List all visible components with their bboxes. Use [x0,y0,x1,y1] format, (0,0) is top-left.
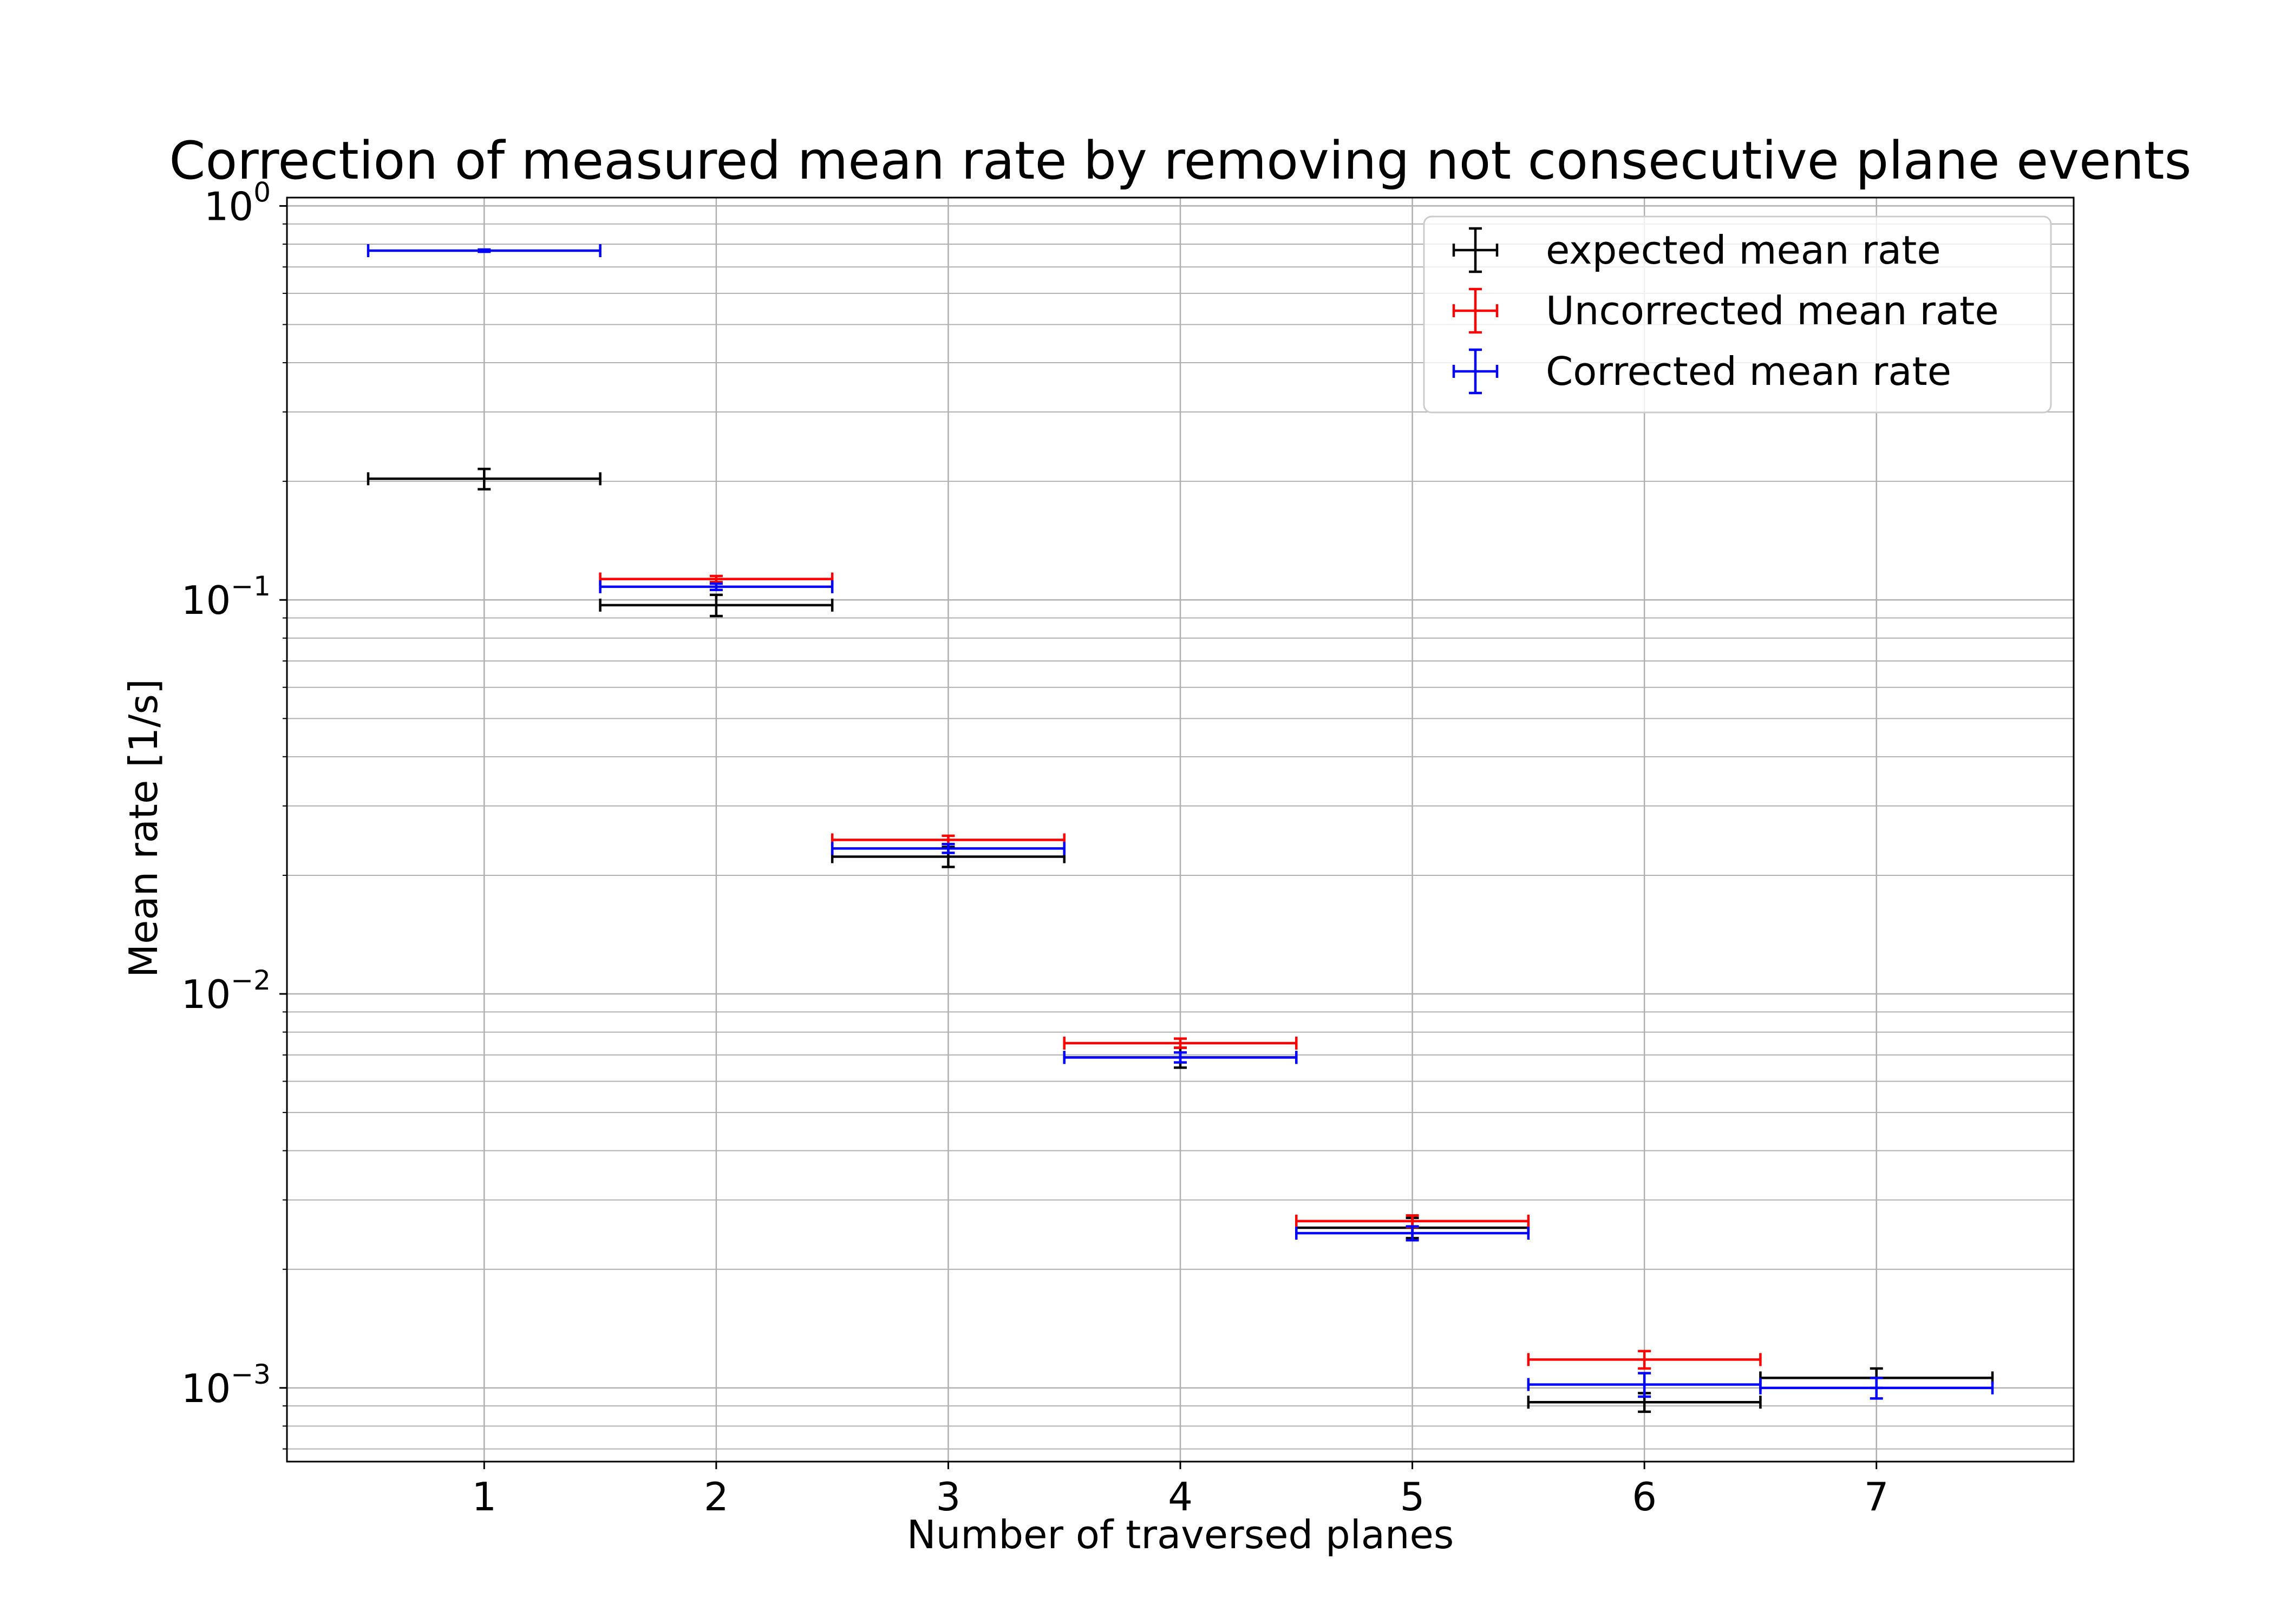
data-point [1527,1350,1762,1370]
chart-title: Correction of measured mean rate by remo… [169,130,2191,191]
legend-box [1423,215,2052,414]
data-point [831,842,1066,855]
data-point [599,580,834,593]
series-2 [599,572,1762,1370]
data-point [367,468,602,490]
x-axis-label: Number of traversed planes [907,1512,1454,1557]
data-point [1759,1377,1994,1400]
x-tick-label: 2 [704,1474,729,1520]
x-tick-label: 3 [936,1474,961,1520]
data-point [1295,1225,1530,1242]
x-tick-label: 4 [1168,1474,1193,1520]
x-tick-label: 5 [1400,1474,1425,1520]
data-point [1063,1036,1298,1050]
legend-entry: Uncorrected mean rate [1452,287,1999,334]
x-tick-label: 1 [472,1474,496,1520]
data-point [599,593,834,618]
y-axis-label: Mean rate [1/s] [121,679,166,978]
legend-entry: Corrected mean rate [1452,348,1951,395]
y-tick-label: 10−1 [181,571,271,623]
legend-label: expected mean rate [1546,227,1941,273]
data-point [1527,1392,1762,1413]
data-layer [367,244,1994,1413]
y-tick-label: 10−3 [181,1359,271,1411]
legend-entry: expected mean rate [1452,227,1941,273]
x-tick-label: 6 [1632,1474,1657,1520]
series-3 [367,244,1994,1400]
data-point [367,244,602,258]
y-tick-label: 10−2 [181,965,271,1017]
y-tick-label: 100 [204,176,271,229]
legend-label: Corrected mean rate [1546,349,1951,394]
ticks: 1 2 3 4 5 6 7 100 10−1 10−2 10−3 [181,176,1889,1520]
legend: expected mean rate Uncorrected mean rate C… [1423,215,2052,414]
data-point [1295,1214,1530,1228]
x-tick-label: 7 [1864,1474,1889,1520]
legend-label: Uncorrected mean rate [1546,288,1999,333]
data-point [1063,1051,1298,1064]
